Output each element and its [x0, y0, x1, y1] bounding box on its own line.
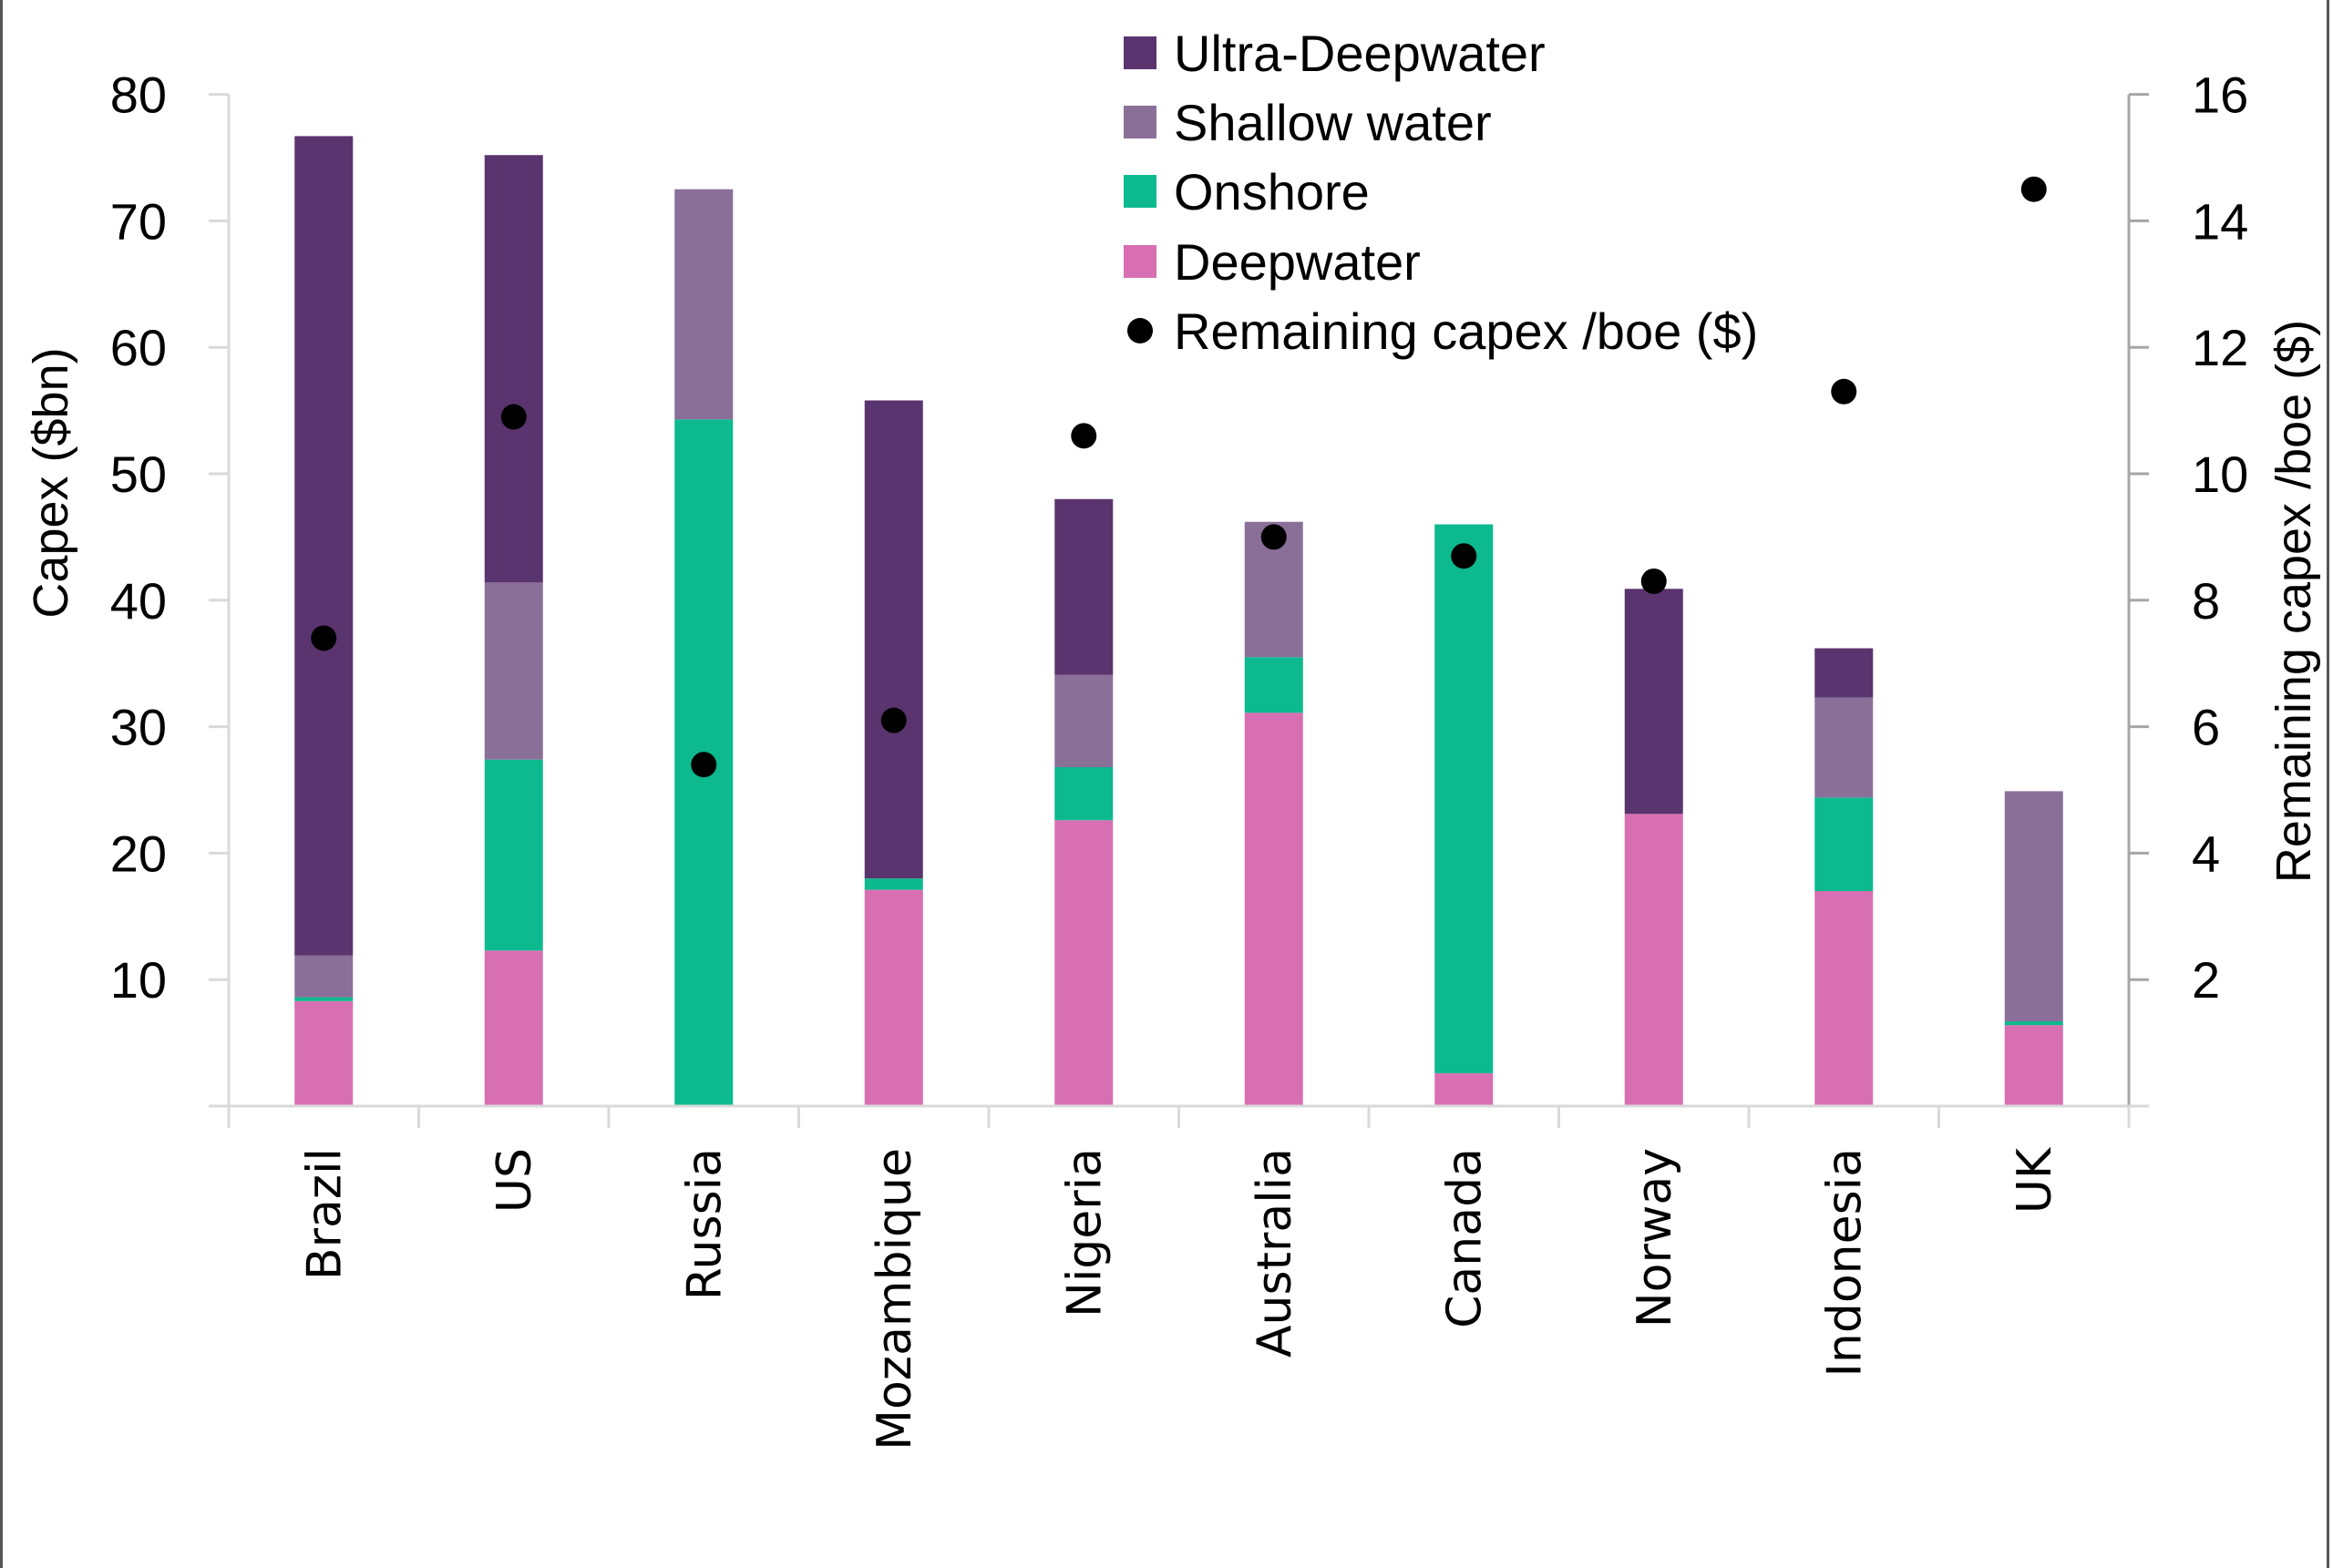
bar-segment-ultra-deepwater	[1814, 648, 1874, 698]
bar-segment-shallow-water	[674, 189, 734, 420]
dots-layer	[311, 176, 2047, 778]
ticks-layer: 10 20 30 40 50 60 70 80 2 4 6 8 10 12 14 16 Brazil US Russ…	[110, 67, 2249, 1450]
bar-segment-deepwater	[484, 950, 543, 1106]
bar-segment-ultra-deepwater	[1054, 498, 1114, 675]
right-tick-label: 8	[2192, 572, 2220, 630]
bar-segment-shallow-water	[2004, 791, 2063, 1022]
bar-segment-onshore	[864, 878, 923, 890]
legend-swatch	[1124, 245, 1156, 278]
bar-segment-deepwater	[1244, 712, 1303, 1106]
legend-label: Shallow water	[1174, 94, 1492, 151]
data-point	[1831, 378, 1857, 405]
right-axis-title: Remaining capex /boe ($)	[2266, 320, 2321, 883]
legend-label: Onshore	[1174, 163, 1370, 220]
category-label: Mozambique	[868, 1148, 922, 1450]
legend-label: Deepwater	[1174, 233, 1421, 291]
category-label: Brazil	[297, 1148, 352, 1280]
right-tick-label: 14	[2192, 192, 2248, 250]
left-tick-label: 40	[110, 572, 167, 630]
category-label: Indonesia	[1817, 1148, 1872, 1377]
legend-swatch	[1124, 36, 1156, 69]
data-point	[1260, 524, 1287, 550]
left-tick-label: 50	[110, 446, 167, 503]
bar-segment-ultra-deepwater	[294, 136, 354, 956]
bar-segment-deepwater	[1814, 891, 1874, 1106]
data-point	[311, 625, 337, 651]
data-point	[500, 404, 527, 430]
category-label: Nigeria	[1057, 1148, 1112, 1317]
bar-segment-onshore	[1434, 524, 1494, 1073]
right-tick-label: 4	[2192, 825, 2220, 882]
left-tick-label: 20	[110, 825, 167, 882]
bars-layer	[294, 136, 2063, 1106]
right-tick-label: 6	[2192, 699, 2220, 756]
bar-segment-onshore	[1814, 797, 1874, 892]
right-tick-label: 2	[2192, 951, 2220, 1009]
legend-dot-marker	[1127, 318, 1153, 343]
right-tick-label: 12	[2192, 319, 2248, 376]
legend-swatch	[1124, 175, 1156, 208]
bar-segment-onshore	[1054, 767, 1114, 821]
category-label: US	[488, 1148, 542, 1213]
bar-segment-ultra-deepwater	[484, 155, 543, 583]
bar-segment-onshore	[1244, 657, 1303, 713]
left-tick-label: 80	[110, 67, 167, 124]
legend: Ultra-Deepwater Shallow water Onshore Deepw…	[1124, 25, 1758, 360]
right-tick-label: 16	[2192, 67, 2248, 124]
category-label: Norway	[1628, 1148, 1682, 1327]
category-label: Australia	[1248, 1148, 1302, 1358]
left-tick-label: 10	[110, 951, 167, 1009]
bar-segment-ultra-deepwater	[864, 400, 923, 879]
bar-segment-deepwater	[1054, 820, 1114, 1106]
legend-label: Ultra-Deepwater	[1174, 25, 1546, 82]
right-tick-label: 10	[2192, 446, 2248, 503]
legend-swatch	[1124, 106, 1156, 138]
data-point	[691, 752, 717, 778]
category-label: Canada	[1437, 1148, 1492, 1328]
legend-label: Remaining capex /boe ($)	[1174, 302, 1758, 360]
category-label: UK	[2008, 1146, 2062, 1214]
bar-segment-shallow-water	[1814, 697, 1874, 798]
bar-segment-deepwater	[864, 889, 923, 1106]
data-point	[1640, 568, 1667, 594]
bar-segment-onshore	[484, 759, 543, 951]
bar-segment-shallow-water	[294, 955, 354, 998]
bar-segment-ultra-deepwater	[1624, 589, 1683, 815]
bar-segment-shallow-water	[484, 582, 543, 760]
left-tick-label: 30	[110, 699, 167, 756]
left-axis-title: Capex ($bn)	[24, 347, 78, 618]
bar-segment-deepwater	[1434, 1072, 1494, 1106]
data-point	[1071, 423, 1097, 449]
left-tick-label: 60	[110, 319, 167, 376]
bar-segment-deepwater	[294, 1000, 354, 1106]
bar-segment-deepwater	[2004, 1025, 2063, 1106]
left-tick-label: 70	[110, 192, 167, 250]
bar-segment-onshore	[2004, 1021, 2063, 1026]
bar-segment-shallow-water	[1054, 674, 1114, 768]
data-point	[880, 707, 907, 733]
data-point	[2020, 176, 2047, 202]
bar-segment-deepwater	[1624, 814, 1683, 1106]
data-point	[1451, 543, 1477, 569]
category-label: Russia	[677, 1148, 732, 1300]
bar-segment-onshore	[294, 997, 354, 1001]
